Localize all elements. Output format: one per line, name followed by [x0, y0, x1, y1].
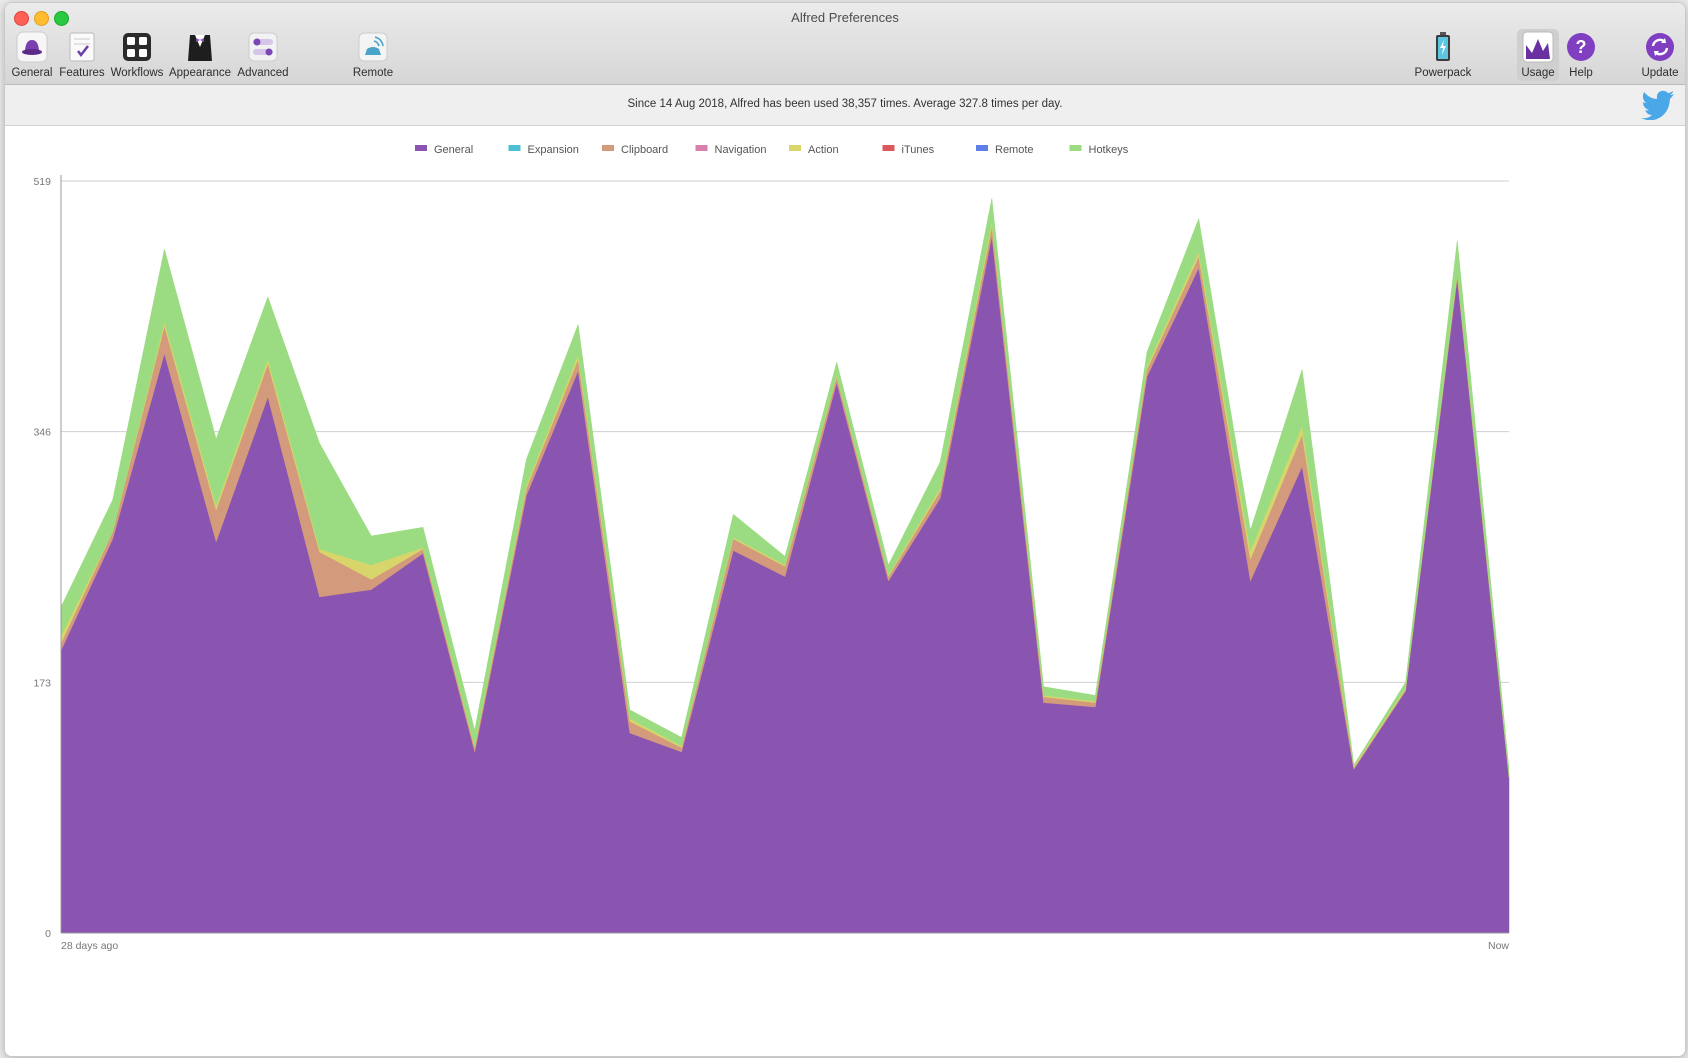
- y-tick-label: 173: [33, 677, 51, 689]
- legend-label: Hotkeys: [1089, 144, 1129, 156]
- legend-item-itunes[interactable]: iTunes: [882, 144, 935, 156]
- legend-swatch: [882, 145, 895, 151]
- usage-chart-icon: [1522, 31, 1554, 63]
- legend-label: Remote: [995, 144, 1034, 156]
- zoom-button[interactable]: [54, 11, 69, 26]
- y-tick-label: 346: [33, 427, 51, 439]
- legend-item-hotkeys[interactable]: Hotkeys: [1069, 144, 1129, 156]
- legend-label: Clipboard: [621, 144, 668, 156]
- legend-swatch: [789, 145, 801, 151]
- tuxedo-icon: [184, 31, 216, 63]
- toolbar-general[interactable]: General: [10, 29, 54, 81]
- checklist-icon: [66, 31, 98, 63]
- x-end-label: Now: [1488, 940, 1509, 952]
- usage-chart-area: 0 173 346 519 28 days ago Now General Expansion…: [5, 126, 1685, 1056]
- svg-text:?: ?: [1576, 37, 1587, 57]
- legend-item-general[interactable]: General: [415, 144, 473, 156]
- toolbar-workflows[interactable]: Workflows: [109, 29, 165, 81]
- workflows-icon: [121, 31, 153, 63]
- usage-info-bar: Since 14 Aug 2018, Alfred has been used …: [5, 85, 1685, 126]
- legend-item-navigation[interactable]: Navigation: [695, 144, 767, 156]
- toolbar-update-label: Update: [1641, 67, 1679, 79]
- toolbar-advanced-label: Advanced: [237, 67, 289, 79]
- toolbar-powerpack-label: Powerpack: [1414, 67, 1472, 79]
- toolbar-features-label: Features: [59, 67, 105, 79]
- twitter-icon[interactable]: [1641, 90, 1675, 121]
- toolbar-update[interactable]: Update: [1637, 29, 1683, 81]
- close-button[interactable]: [14, 11, 29, 26]
- help-icon: ?: [1565, 31, 1597, 63]
- legend-swatch: [976, 145, 988, 151]
- legend-swatch: [695, 145, 708, 151]
- legend-label: Expansion: [528, 144, 579, 156]
- legend-label: General: [434, 144, 473, 156]
- update-icon: [1644, 31, 1676, 63]
- legend-swatch: [1069, 145, 1082, 151]
- legend-label: iTunes: [902, 144, 935, 156]
- legend-label: Action: [808, 144, 839, 156]
- usage-summary-text: Since 14 Aug 2018, Alfred has been used …: [627, 98, 1063, 110]
- toolbar-general-label: General: [11, 67, 53, 79]
- hat-icon: [16, 31, 48, 63]
- legend-item-remote[interactable]: Remote: [976, 144, 1034, 156]
- legend-item-clipboard[interactable]: Clipboard: [602, 144, 668, 156]
- legend-item-action[interactable]: Action: [789, 144, 839, 156]
- toolbar-advanced[interactable]: Advanced: [233, 29, 293, 81]
- y-tick-label: 519: [33, 176, 51, 188]
- usage-stacked-area-chart: 0 173 346 519 28 days ago Now General Expansion…: [33, 144, 1510, 952]
- toolbar-usage[interactable]: Usage: [1517, 29, 1559, 81]
- toolbar-usage-label: Usage: [1521, 67, 1555, 79]
- legend-label: Navigation: [715, 144, 767, 156]
- battery-icon: [1427, 31, 1459, 63]
- toolbar-help[interactable]: ? Help: [1561, 29, 1601, 81]
- toolbar-appearance-label: Appearance: [168, 67, 232, 79]
- remote-icon: [357, 31, 389, 63]
- alfred-preferences-window: Alfred Preferences General Features Work…: [4, 2, 1686, 1057]
- toolbar-features[interactable]: Features: [57, 29, 107, 81]
- series-area-hotkeys: [60, 198, 1510, 776]
- y-tick-label: 0: [45, 928, 51, 940]
- legend-swatch: [602, 145, 614, 151]
- toolbar-workflows-label: Workflows: [110, 67, 164, 79]
- toggles-icon: [247, 31, 279, 63]
- legend-swatch: [415, 145, 427, 151]
- minimize-button[interactable]: [34, 11, 49, 26]
- window-title: Alfred Preferences: [791, 10, 899, 25]
- toolbar-remote[interactable]: Remote: [347, 29, 399, 81]
- toolbar-help-label: Help: [1569, 67, 1593, 79]
- titlebar-toolbar: Alfred Preferences General Features Work…: [5, 3, 1685, 85]
- toolbar-remote-label: Remote: [352, 67, 394, 79]
- legend-swatch: [508, 145, 521, 151]
- legend-item-expansion[interactable]: Expansion: [508, 144, 579, 156]
- toolbar-powerpack[interactable]: Powerpack: [1411, 29, 1475, 81]
- x-start-label: 28 days ago: [61, 940, 118, 952]
- toolbar-appearance[interactable]: Appearance: [167, 29, 233, 81]
